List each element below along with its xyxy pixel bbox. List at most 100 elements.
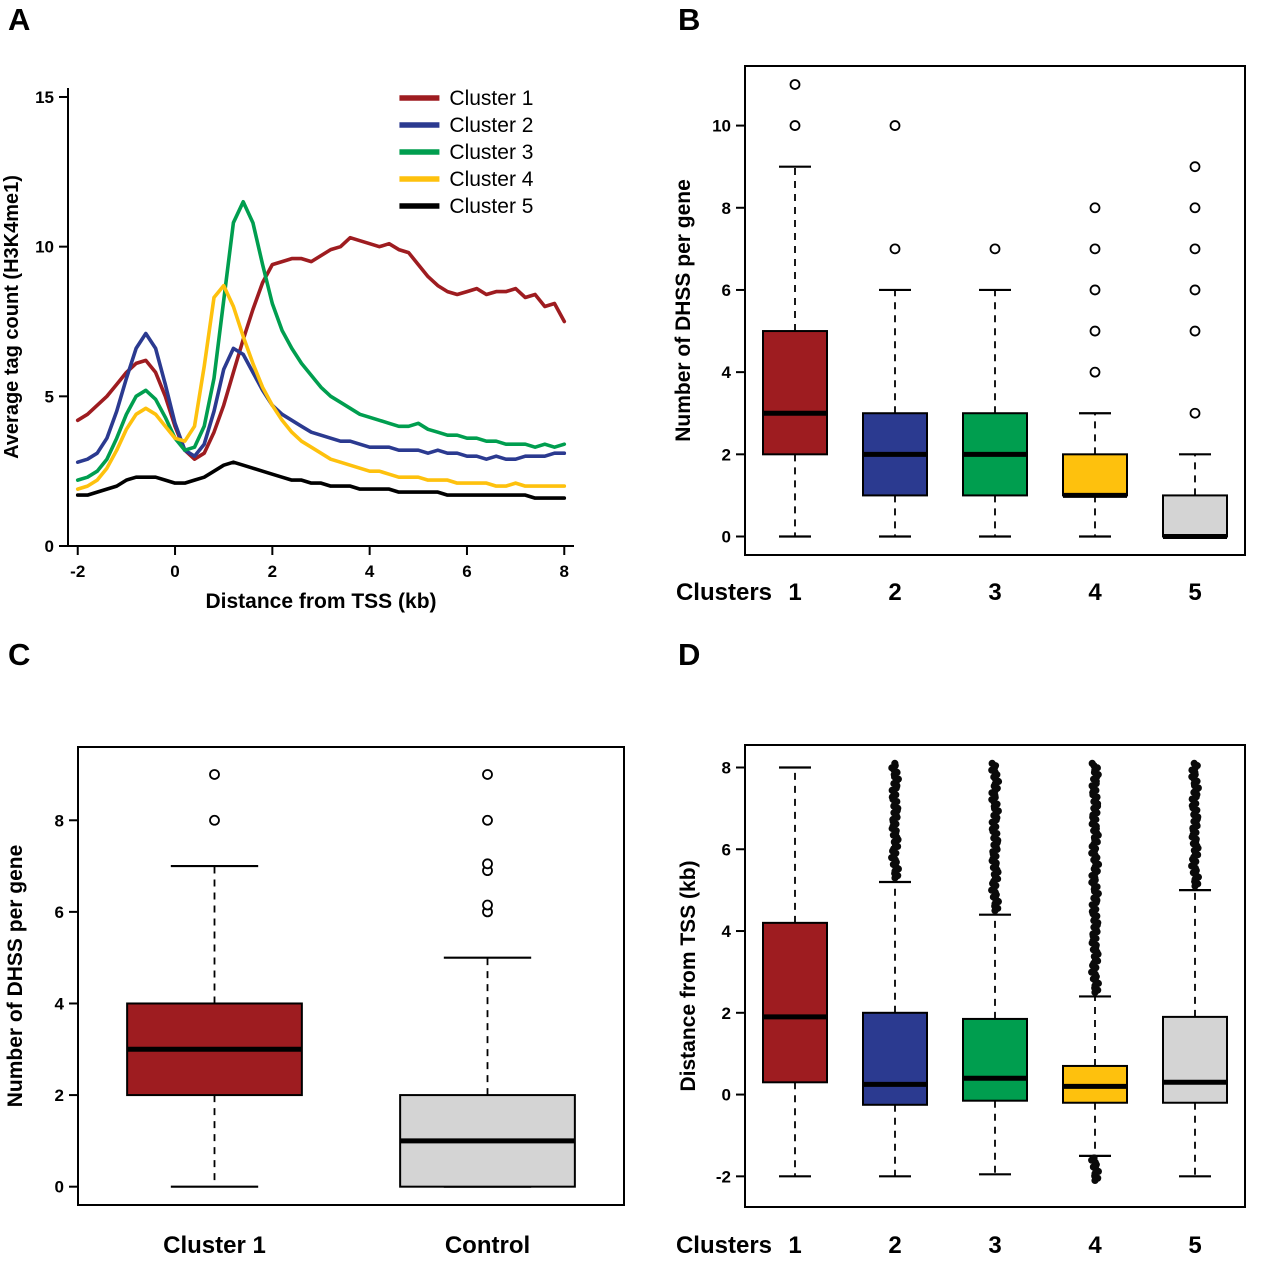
box-3 bbox=[962, 759, 1028, 1176]
boxplot-dhss-cluster1-vs-control: 0 2 4 6 8 Number of DHSS per gene Cluster 1 Con… bbox=[4, 746, 625, 1259]
plot-border bbox=[77, 746, 625, 1206]
outlier-point bbox=[988, 759, 996, 767]
iqr-box bbox=[1062, 453, 1128, 497]
box-5 bbox=[1162, 161, 1228, 540]
category-label: 2 bbox=[888, 579, 901, 606]
outlier-point bbox=[1189, 284, 1201, 296]
y-tick-label: 8 bbox=[55, 811, 64, 830]
outlier-point bbox=[1089, 284, 1101, 296]
category-label: Cluster 1 bbox=[163, 1232, 266, 1259]
panel-c: C 0 2 4 6 8 Number of DHSS per gene Cluster 1 C… bbox=[0, 635, 640, 1269]
y-tick-label: 10 bbox=[35, 238, 54, 257]
outlier-point bbox=[1190, 759, 1198, 767]
x-tick-label: 0 bbox=[170, 562, 179, 581]
y-tick-label: 2 bbox=[55, 1086, 64, 1105]
y-tick-label: 10 bbox=[712, 117, 731, 136]
x-tick-label: 4 bbox=[365, 562, 375, 581]
outlier-point bbox=[1189, 202, 1201, 214]
category-label: 5 bbox=[1188, 579, 1201, 606]
panel-label-b: B bbox=[678, 2, 701, 37]
y-tick-label: 4 bbox=[722, 922, 732, 941]
y-tick-label: 2 bbox=[722, 1004, 731, 1023]
outlier-point bbox=[1090, 1154, 1098, 1162]
outlier-point bbox=[1089, 202, 1101, 214]
series-line-cluster-1 bbox=[75, 235, 567, 462]
legend-label: Cluster 1 bbox=[449, 87, 533, 110]
plot-border bbox=[744, 744, 1246, 1208]
iqr-box bbox=[962, 1017, 1028, 1102]
category-label: 3 bbox=[988, 1232, 1001, 1259]
box-5 bbox=[1162, 759, 1228, 1178]
outlier-point bbox=[209, 814, 220, 826]
x-axis-title: Distance from TSS (kb) bbox=[205, 590, 436, 613]
category-label: 2 bbox=[888, 1232, 901, 1259]
outlier-point bbox=[482, 899, 493, 911]
y-tick-label: 0 bbox=[45, 537, 54, 556]
x-tick-label: 8 bbox=[560, 562, 569, 581]
outlier-point bbox=[209, 769, 220, 780]
series-line-cluster-2 bbox=[75, 331, 567, 465]
category-label: 1 bbox=[788, 579, 801, 606]
outlier-point bbox=[1189, 325, 1201, 337]
legend-label: Cluster 3 bbox=[449, 141, 533, 164]
series-line-cluster-4 bbox=[75, 283, 567, 491]
category-label: 4 bbox=[1088, 1232, 1102, 1259]
series-line-cluster-3 bbox=[75, 200, 567, 482]
iqr-box bbox=[762, 330, 828, 456]
iqr-box bbox=[1162, 494, 1228, 538]
y-tick-label: -2 bbox=[716, 1167, 731, 1186]
y-axis-title: Distance from TSS (kb) bbox=[677, 860, 700, 1091]
panel-label-c: C bbox=[8, 637, 31, 672]
outlier-point bbox=[482, 858, 493, 870]
legend-label: Cluster 5 bbox=[449, 195, 533, 218]
line-chart-average-tag-count: -2 0 2 4 6 8 0 5 10 15 Distance from TSS (kb) Avera… bbox=[1, 87, 574, 613]
category-label: 4 bbox=[1088, 579, 1102, 606]
y-tick-label: 2 bbox=[722, 445, 731, 464]
y-tick-label: 0 bbox=[722, 1086, 731, 1105]
outlier-point bbox=[1088, 759, 1096, 767]
y-tick-label: 0 bbox=[55, 1178, 64, 1197]
iqr-box bbox=[1162, 1015, 1228, 1104]
category-label: 3 bbox=[988, 579, 1001, 606]
category-label: 5 bbox=[1188, 1232, 1201, 1259]
panel-label-d: D bbox=[678, 637, 701, 672]
outlier-point bbox=[482, 814, 493, 826]
x-tick-label: 2 bbox=[268, 562, 277, 581]
y-axis-title: Number of DHSS per gene bbox=[672, 179, 695, 442]
outlier-point bbox=[1189, 407, 1201, 419]
y-axis-title: Average tag count (H3K4me1) bbox=[1, 175, 23, 459]
box-control bbox=[399, 769, 576, 1188]
y-tick-label: 5 bbox=[45, 387, 54, 406]
outlier-point bbox=[1089, 325, 1101, 337]
series-line-cluster-5 bbox=[75, 460, 567, 500]
legend-label: Cluster 4 bbox=[449, 168, 533, 191]
box-cluster-1 bbox=[126, 769, 303, 1188]
x-axis-title: Clusters bbox=[676, 1232, 772, 1259]
category-label: Control bbox=[445, 1232, 530, 1259]
y-tick-label: 8 bbox=[722, 199, 731, 218]
boxplot-distance-from-tss-clusters: -2 0 2 4 6 8 Distance from TSS (kb) Clusters 1 2 3… bbox=[676, 744, 1246, 1259]
y-tick-label: 6 bbox=[722, 840, 731, 859]
panel-a: A -2 0 2 4 6 8 0 5 10 15 Distance from TSS (kb) Ave… bbox=[0, 0, 640, 635]
box-1 bbox=[762, 79, 828, 538]
x-tick-label: -2 bbox=[70, 562, 85, 581]
y-tick-label: 6 bbox=[55, 903, 64, 922]
box-4 bbox=[1062, 759, 1128, 1185]
x-tick-label: 6 bbox=[462, 562, 471, 581]
panel-b: B 0 2 4 6 8 10 Number of DHSS per gene Clusters… bbox=[640, 0, 1280, 635]
plot-border bbox=[744, 65, 1246, 556]
y-tick-label: 4 bbox=[55, 994, 65, 1013]
iqr-box bbox=[862, 1011, 928, 1106]
iqr-box bbox=[762, 921, 828, 1084]
outlier-point bbox=[989, 243, 1001, 255]
boxplot-dhss-per-gene-clusters: 0 2 4 6 8 10 Number of DHSS per gene Clusters 1 2… bbox=[672, 65, 1246, 606]
box-2 bbox=[862, 759, 928, 1178]
outlier-point bbox=[1189, 243, 1201, 255]
box-2 bbox=[862, 120, 928, 538]
panel-d: D -2 0 2 4 6 8 Distance from TSS (kb) Clusters 1… bbox=[640, 635, 1280, 1269]
outlier-point bbox=[1089, 243, 1101, 255]
box-3 bbox=[962, 243, 1028, 538]
legend: Cluster 1 Cluster 2 Cluster 3 Cluster 4 Clus… bbox=[399, 87, 534, 218]
outlier-point bbox=[482, 769, 493, 780]
